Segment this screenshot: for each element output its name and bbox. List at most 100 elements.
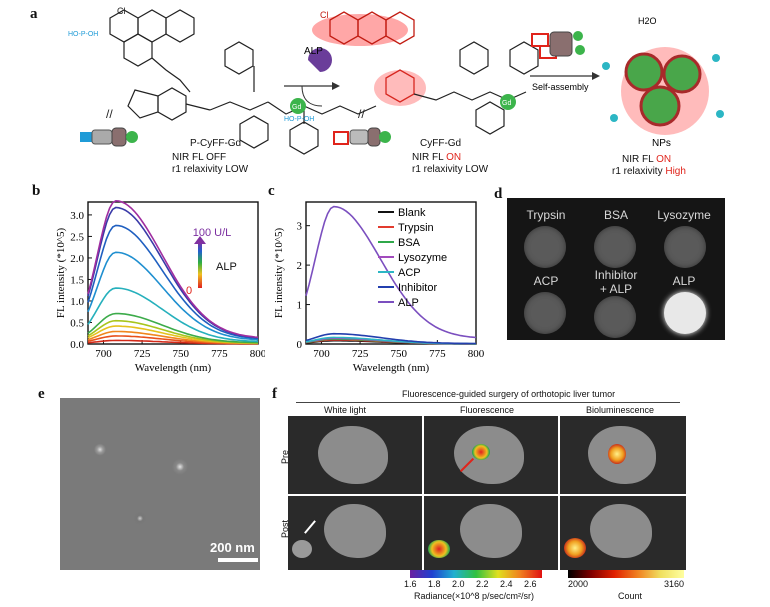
probe-phosphate-text: HO-P-OH — [68, 31, 98, 38]
panel-label-e: e — [38, 386, 45, 402]
alp-enzyme-label: ALP — [304, 46, 323, 57]
mri-panel: Trypsin BSA Lysozyme ACP Inhibitor + ALP… — [507, 198, 725, 340]
mri-label-alp: ALP — [672, 274, 696, 288]
y-tick-label: 2.0 — [70, 253, 84, 265]
legend-label-acp: ACP — [398, 267, 421, 279]
svg-text://: // — [358, 107, 365, 121]
fl-tick-1: 1.6 — [404, 579, 417, 589]
product-relaxivity: r1 relaxivity LOW — [412, 164, 489, 175]
y-tick-label: 0.5 — [70, 317, 84, 329]
x-axis-label: Wavelength (nm) — [135, 362, 212, 374]
panel-f-title: Fluorescence-guided surgery of orthotopi… — [402, 389, 616, 399]
panel-f-title-rule — [296, 402, 680, 403]
y-tick-label: 1 — [297, 300, 303, 312]
y-tick-label: 3 — [297, 221, 303, 233]
photo-post-white — [288, 496, 422, 570]
photo-post-biolum — [560, 496, 686, 570]
released-phosphate-text: HO-P-OH — [284, 116, 314, 123]
x-tick-label: 800 — [250, 348, 265, 360]
sem-image: 200 nm — [60, 398, 260, 570]
chart-b: 700 725 750 775 800 0.0 0.5 1.0 1.5 2.0 2.5 3.0 Wave… — [55, 199, 265, 374]
product-cartoon-icon: // — [333, 107, 391, 147]
pre-biolum-tumor-signal — [608, 444, 626, 464]
x-tick-label: 725 — [352, 348, 369, 360]
y-tick-label: 1.5 — [70, 274, 84, 286]
y-tick-label: 0 — [297, 339, 303, 351]
sem-scale-bar — [218, 558, 258, 562]
mri-sample-acp — [524, 292, 566, 334]
product-gd-text: Gd — [502, 100, 511, 107]
chart-c: 700 725 750 775 800 0 1 2 3 Wavelength (nm) FL int… — [273, 201, 485, 374]
assembly-monomers-icon — [531, 31, 585, 59]
bl-tick-max: 3160 — [664, 579, 685, 589]
probe-gd-circle — [290, 98, 306, 114]
excised-tumor — [292, 540, 312, 558]
product-fl-prefix: NIR FL — [412, 152, 447, 163]
nps-label: NPs — [652, 138, 671, 149]
legend-label-inhibitor: Inhibitor — [398, 282, 437, 294]
photo-pre-fluorescence — [424, 416, 558, 494]
mri-sample-bsa — [594, 226, 636, 268]
plot-frame — [305, 201, 477, 345]
probe-fl-state: NIR FL OFF — [172, 152, 227, 163]
col-fluorescence: Fluorescence — [460, 405, 515, 415]
product-fl-state: ON — [446, 152, 462, 163]
product-cl-text: Cl — [320, 10, 329, 20]
legend-top: 100 U/L — [193, 227, 232, 239]
mri-label-trypsin: Trypsin — [526, 208, 566, 222]
fluorescence-colorbar — [410, 570, 542, 578]
series-line-8 — [87, 224, 259, 340]
sem-scale-label: 200 nm — [210, 540, 255, 555]
x-tick-label: 800 — [468, 348, 485, 360]
bl-tick-min: 2000 — [568, 579, 589, 589]
post-fluorescence-signal — [428, 540, 450, 558]
x-tick-label: 700 — [95, 348, 112, 360]
x-axis-label: Wavelength (nm) — [353, 362, 430, 374]
mri-label-inhibitor-alp: + ALP — [599, 282, 633, 296]
legend-gradient-arrow — [198, 242, 202, 288]
mri-sample-alp — [664, 292, 706, 334]
svg-text://: // — [106, 107, 113, 121]
fl-tick-5: 2.4 — [500, 579, 513, 589]
probe-cl-text: Cl — [117, 6, 126, 16]
panel-label-b: b — [32, 183, 41, 199]
legend-label-trypsin: Trypsin — [398, 222, 434, 234]
series-line-6 — [87, 287, 259, 343]
biolum-colorbar — [568, 570, 684, 578]
y-axis-label: FL intensity (*10^5) — [55, 228, 67, 319]
x-tick-label: 700 — [313, 348, 330, 360]
product-fl-line: NIR FL ON — [412, 152, 461, 163]
series-line-alp — [305, 205, 477, 339]
photo-pre-white — [288, 416, 422, 494]
mri-sample-trypsin — [524, 226, 566, 268]
photo-pre-biolum — [560, 416, 686, 494]
col-bioluminescence: Bioluminescence — [586, 405, 655, 415]
series-line-5 — [87, 312, 259, 344]
mri-label-inhibitor: Inhibitor — [594, 268, 638, 282]
bl-colorbar-caption: Count — [618, 591, 643, 601]
probe-molecule — [109, 9, 377, 155]
series-line-7 — [87, 251, 259, 341]
pre-fluorescence-tumor-signal — [472, 444, 490, 460]
legend-label-blank: Blank — [398, 207, 426, 219]
nps-relax-state: High — [665, 166, 686, 177]
probe-cartoon-icon: // — [80, 107, 138, 147]
nps-fl-prefix: NIR FL — [622, 154, 657, 165]
probe-relaxivity: r1 relaxivity LOW — [172, 164, 249, 175]
y-tick-label: 0.0 — [70, 339, 84, 351]
photo-post-fluorescence — [424, 496, 558, 570]
x-tick-label: 750 — [172, 348, 189, 360]
mri-label-bsa: BSA — [603, 208, 628, 222]
fl-tick-2: 1.8 — [428, 579, 441, 589]
x-tick-label: 775 — [429, 348, 446, 360]
plot-frame — [87, 201, 259, 345]
fl-colorbar-caption: Radiance(×10^8 p/sec/cm²/sr) — [414, 591, 535, 601]
legend-mid: ALP — [216, 261, 237, 273]
legend-label-bsa: BSA — [398, 237, 421, 249]
legend-label-lysozyme: Lysozyme — [398, 252, 447, 264]
legend-arrow-head — [194, 236, 206, 244]
x-tick-label: 775 — [211, 348, 228, 360]
fl-tick-6: 2.6 — [524, 579, 537, 589]
product-molecule: Cl Gd — [312, 10, 539, 135]
legend-bottom: 0 — [186, 285, 192, 297]
